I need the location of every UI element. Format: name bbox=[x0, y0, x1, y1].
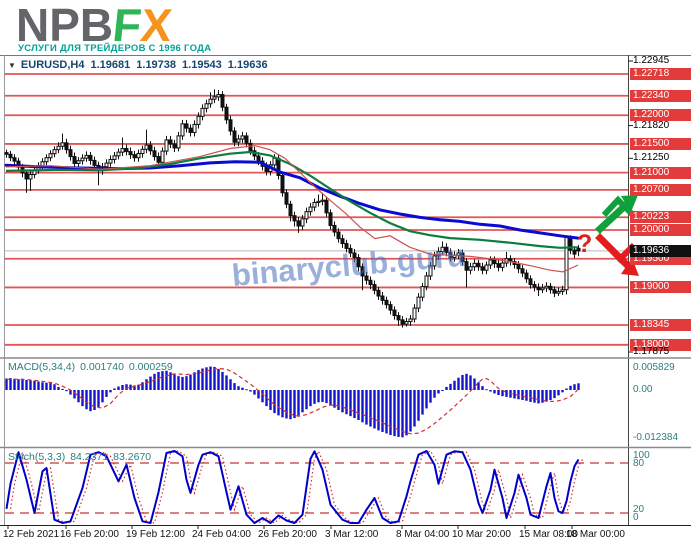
ma-green-line bbox=[5, 150, 579, 249]
symbol-ohlc-header: ▼ EURUSD,H4 1.19681 1.19738 1.19543 1.19636 bbox=[8, 59, 274, 71]
time-axis-label: 15 Mar 08:00 bbox=[519, 529, 578, 540]
time-axis-label: 16 Feb 20:00 bbox=[60, 529, 119, 540]
time-axis-label: 12 Feb 2021 bbox=[3, 529, 60, 540]
current-price-label: 1.19636 bbox=[630, 245, 691, 257]
symbol-dropdown-icon[interactable]: ▼ bbox=[8, 61, 16, 70]
price-level-label: 1.20700 bbox=[630, 184, 691, 196]
macd-indicator-label: MACD(5,34,4) 0.001740 0.000259 bbox=[8, 361, 178, 373]
brand-banner: NPBFX УСЛУГИ ДЛЯ ТРЕЙДЕРОВ С 1996 ГОДА bbox=[0, 0, 691, 55]
price-axis-label: 1.21250 bbox=[633, 152, 670, 163]
stoch-name: Stoch(5,3,3) bbox=[8, 451, 66, 463]
stoch-scale-label: 20 bbox=[633, 504, 645, 515]
panel-frames bbox=[0, 55, 691, 526]
macd-scale-label: 0.00 bbox=[633, 384, 653, 395]
time-axis-label: 3 Mar 12:00 bbox=[325, 529, 379, 540]
chart-canvas[interactable] bbox=[0, 55, 691, 549]
time-axis-ticks bbox=[7, 60, 633, 529]
price-level-label: 1.20000 bbox=[630, 224, 691, 236]
chart-window[interactable]: ▼ EURUSD,H4 1.19681 1.19738 1.19543 1.19636 M… bbox=[0, 55, 691, 549]
price-level-label: 1.20223 bbox=[630, 211, 691, 223]
ohlc-high: 1.19738 bbox=[136, 59, 177, 71]
price-level-label: 1.21500 bbox=[630, 138, 691, 150]
price-axis-label: 1.22945 bbox=[633, 55, 670, 66]
time-axis-label: 8 Mar 04:00 bbox=[396, 529, 450, 540]
support-resistance-levels bbox=[5, 73, 628, 346]
stoch-d-line bbox=[9, 449, 584, 524]
price-level-label: 1.19000 bbox=[630, 281, 691, 293]
stochastic-panel bbox=[5, 462, 628, 514]
macd-scale-label: 0.005829 bbox=[633, 362, 675, 373]
macd-signal-value: 0.000259 bbox=[128, 361, 173, 373]
price-axis-label: 1.17875 bbox=[633, 346, 670, 357]
stoch-scale-label: 100 bbox=[633, 450, 650, 461]
price-level-label: 1.22718 bbox=[630, 68, 691, 80]
time-axis-label: 10 Mar 20:00 bbox=[452, 529, 511, 540]
stoch-d-value: 83.2670 bbox=[113, 451, 152, 463]
ohlc-close: 1.19636 bbox=[227, 59, 268, 71]
symbol-name: EURUSD,H4 bbox=[20, 59, 85, 71]
price-level-label: 1.22340 bbox=[630, 90, 691, 102]
time-axis-label: 24 Feb 04:00 bbox=[192, 529, 251, 540]
ohlc-open: 1.19681 bbox=[90, 59, 131, 71]
macd-histogram bbox=[5, 366, 580, 438]
price-level-label: 1.21000 bbox=[630, 167, 691, 179]
trend-arrows bbox=[595, 195, 639, 276]
time-axis-label: 19 Feb 12:00 bbox=[126, 529, 185, 540]
time-axis-label: 26 Feb 20:00 bbox=[258, 529, 317, 540]
macd-signal-line bbox=[6, 367, 579, 435]
price-level-label: 1.18000 bbox=[630, 339, 691, 351]
stoch-indicator-label: Stoch(5,3,3) 84.2371 83.2670 bbox=[8, 451, 156, 463]
brand-tagline: УСЛУГИ ДЛЯ ТРЕЙДЕРОВ С 1996 ГОДА bbox=[18, 43, 212, 54]
candlestick-series bbox=[4, 89, 581, 328]
stoch-scale-label: 80 bbox=[633, 458, 645, 469]
question-mark-annotation: ? bbox=[577, 230, 593, 258]
macd-scale-label: -0.012384 bbox=[633, 432, 679, 443]
price-axis-label: 1.21820 bbox=[633, 120, 670, 131]
ma-red-line bbox=[5, 145, 579, 273]
stoch-scale-label: 0 bbox=[633, 512, 639, 523]
price-level-label: 1.22000 bbox=[630, 109, 691, 121]
macd-name: MACD(5,34,4) bbox=[8, 361, 76, 373]
ohlc-low: 1.19543 bbox=[182, 59, 222, 71]
logo-npb-text: NPB bbox=[16, 0, 114, 51]
stoch-k-line bbox=[5, 450, 580, 524]
stoch-k-value: 84.2371 bbox=[70, 451, 109, 463]
brand-logo: NPBFX bbox=[16, 0, 175, 51]
time-axis-label: 18 Mar 00:00 bbox=[566, 529, 625, 540]
price-level-label: 1.18345 bbox=[630, 319, 691, 331]
macd-value: 0.001740 bbox=[80, 361, 124, 373]
